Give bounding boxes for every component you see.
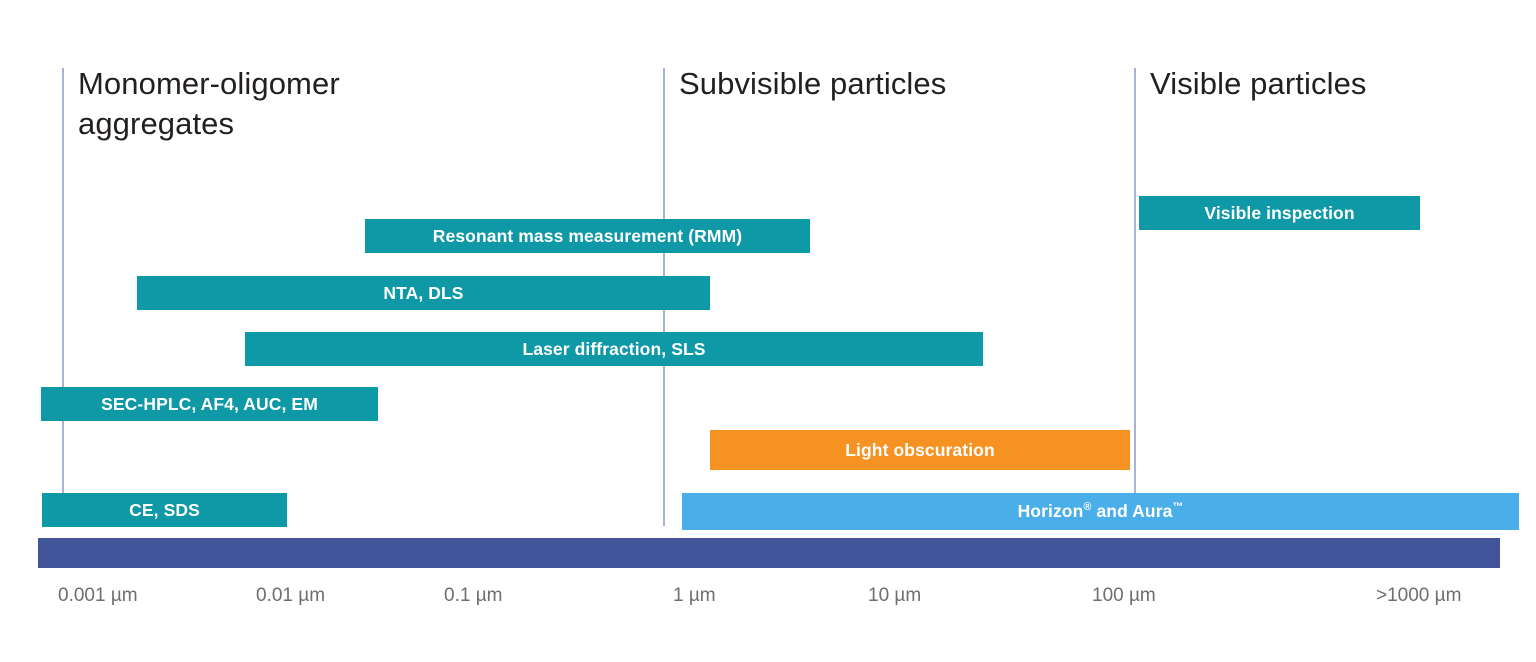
category-title-visible-particles: Visible particles [1150,66,1367,101]
bar-visible-inspection: Visible inspection [1139,196,1420,230]
category-title-monomer-oligomer-aggregates: Monomer-oligomer aggregates [78,66,340,141]
bar-ce-sds: CE, SDS [42,493,287,527]
bar-sec-hplc-af4-auc-em: SEC-HPLC, AF4, AUC, EM [41,387,378,421]
category-title-subvisible-particles: Subvisible particles [679,66,947,101]
axis-tick-label: 0.01 µm [256,585,326,606]
axis-tick-label: 100 µm [1092,585,1156,606]
category-divider-left [62,68,64,526]
bar-resonant-mass-measurement: Resonant mass measurement (RMM) [365,219,810,253]
category-divider-right [1134,68,1136,526]
bar-nta-dls: NTA, DLS [137,276,710,310]
bar-horizon-and-aura: Horizon® and Aura™ [682,493,1519,530]
bar-light-obscuration: Light obscuration [710,430,1130,470]
axis-tick-label: 1 µm [673,585,716,606]
axis-tick-label: >1000 µm [1376,585,1462,606]
axis-tick-label: 0.001 µm [58,585,138,606]
axis-tick-label: 10 µm [868,585,922,606]
axis-tick-label: 0.1 µm [444,585,503,606]
axis-scale-bar [38,538,1500,568]
bar-laser-diffraction-sls: Laser diffraction, SLS [245,332,983,366]
bar-horizon-and-aura-label: Horizon® and Aura™ [1017,501,1184,521]
